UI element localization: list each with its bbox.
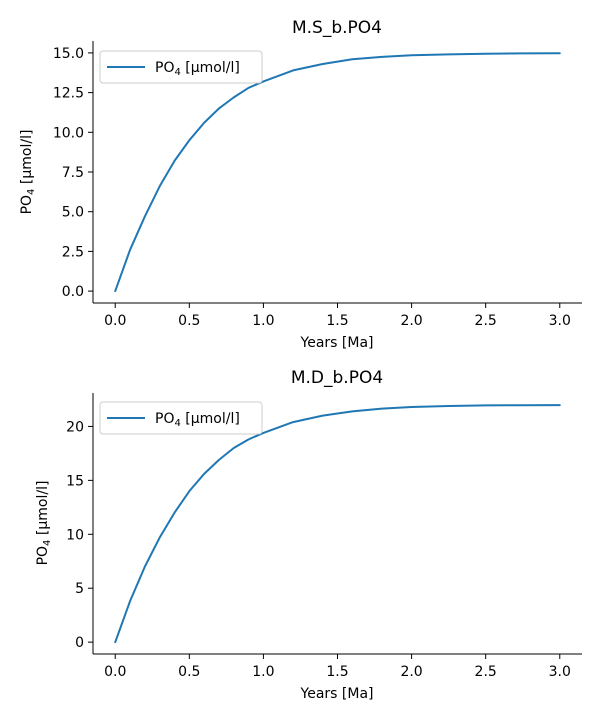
x-tick-label: 2.5: [475, 313, 497, 329]
x-axis-label-top: Years [Ma]: [300, 335, 374, 351]
y-axis-label-bottom: PO4 [μmol/l]: [35, 481, 53, 566]
x-ticks-bottom: 0.0 0.5 1.0 1.5 2.0 2.5 3.0: [104, 654, 571, 680]
y-ticks-top: 0.0 2.5 5.0 7.5 10.0 12.5 15.0: [53, 46, 93, 300]
x-tick-label: 2.5: [475, 664, 497, 680]
y-tick-label: 0: [75, 635, 84, 651]
legend-label-top: PO4 [μmol/l]: [155, 60, 240, 78]
y-tick-label: 7.5: [62, 165, 84, 181]
series-line-bottom: [114, 404, 561, 644]
y-tick-label: 0.0: [62, 284, 84, 300]
y-tick-label: 5: [75, 581, 84, 597]
legend-top: PO4 [μmol/l]: [99, 50, 263, 84]
chart-title-bottom: M.D_b.PO4: [291, 368, 383, 388]
y-tick-label: 20: [66, 419, 84, 435]
chart-title-top: M.S_b.PO4: [292, 18, 382, 38]
y-axis-label-top: PO4 [μmol/l]: [19, 130, 37, 215]
x-tick-label: 3.0: [549, 313, 571, 329]
subplot-top: M.S_b.PO4 0.0 0.5 1.0 1.5 2.0 2.5 3.0 0.0 2.5 5.…: [19, 18, 582, 351]
y-tick-label: 15: [66, 473, 84, 489]
x-ticks-top: 0.0 0.5 1.0 1.5 2.0 2.5 3.0: [104, 303, 571, 329]
legend-box-bottom: [99, 401, 263, 435]
y-tick-label: 15.0: [53, 46, 84, 62]
legend-bottom: PO4 [μmol/l]: [99, 401, 263, 435]
x-tick-label: 1.0: [252, 664, 274, 680]
plot-area-bottom: [114, 404, 561, 644]
y-tick-label: 10: [66, 527, 84, 543]
x-tick-label: 0.5: [178, 664, 200, 680]
series-line-top: [114, 52, 561, 293]
x-tick-label: 0.0: [104, 313, 126, 329]
legend-label-bottom: PO4 [μmol/l]: [155, 411, 240, 429]
y-ticks-bottom: 0 5 10 15 20: [66, 419, 93, 651]
x-axis-label-bottom: Years [Ma]: [300, 686, 374, 702]
legend-box-top: [99, 50, 263, 84]
x-tick-label: 2.0: [400, 664, 422, 680]
x-tick-label: 2.0: [400, 313, 422, 329]
x-tick-label: 0.5: [178, 313, 200, 329]
plot-area-top: [114, 52, 561, 293]
x-tick-label: 3.0: [549, 664, 571, 680]
y-tick-label: 2.5: [62, 244, 84, 260]
subplot-bottom: M.D_b.PO4 0.0 0.5 1.0 1.5 2.0 2.5 3.0 0 5 10 15 20…: [35, 368, 582, 702]
y-tick-label: 12.5: [53, 86, 84, 102]
x-tick-label: 1.5: [326, 664, 348, 680]
x-tick-label: 0.0: [104, 664, 126, 680]
x-tick-label: 1.0: [252, 313, 274, 329]
y-tick-label: 10.0: [53, 125, 84, 141]
x-tick-label: 1.5: [326, 313, 348, 329]
y-tick-label: 5.0: [62, 205, 84, 221]
